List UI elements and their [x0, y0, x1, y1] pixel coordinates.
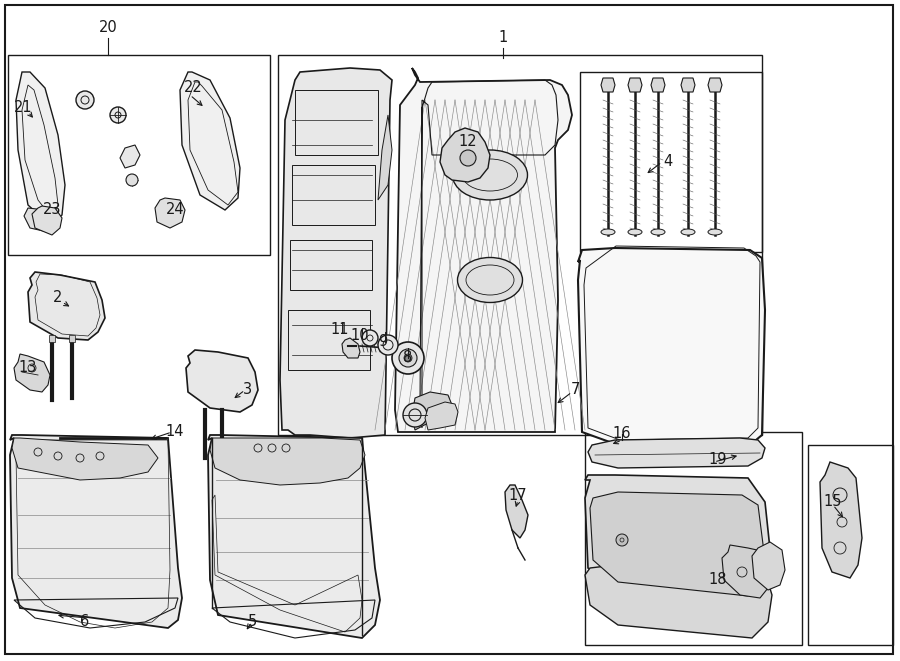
Polygon shape [708, 78, 722, 92]
Text: 6: 6 [80, 615, 90, 629]
Text: 2: 2 [53, 290, 63, 305]
Text: 9: 9 [378, 334, 388, 350]
Polygon shape [585, 475, 772, 608]
Polygon shape [681, 78, 695, 92]
Bar [290, 240, 372, 290]
Bar [49, 335, 55, 342]
Ellipse shape [651, 229, 665, 235]
Text: 12: 12 [459, 134, 477, 149]
Bar [292, 165, 375, 225]
Ellipse shape [681, 229, 695, 235]
Bar [69, 335, 75, 342]
Circle shape [399, 349, 417, 367]
Text: 17: 17 [508, 488, 527, 504]
Text: 15: 15 [824, 494, 842, 510]
Text: 13: 13 [19, 360, 37, 375]
Polygon shape [722, 545, 772, 598]
Circle shape [126, 174, 138, 186]
Ellipse shape [708, 229, 722, 235]
Text: 22: 22 [184, 81, 202, 95]
Ellipse shape [628, 229, 642, 235]
Text: 14: 14 [166, 424, 184, 440]
Bar [580, 72, 762, 252]
Polygon shape [425, 402, 458, 430]
Text: 16: 16 [613, 426, 631, 442]
Polygon shape [628, 78, 642, 92]
Circle shape [403, 403, 427, 427]
Text: 4: 4 [663, 155, 672, 169]
Text: 11: 11 [331, 323, 349, 338]
Polygon shape [590, 492, 765, 596]
Text: 18: 18 [709, 572, 727, 588]
Polygon shape [651, 78, 665, 92]
Bar [278, 55, 762, 435]
Polygon shape [378, 115, 392, 200]
Polygon shape [16, 72, 65, 225]
Ellipse shape [601, 229, 615, 235]
Polygon shape [342, 338, 360, 358]
Polygon shape [155, 198, 185, 228]
Polygon shape [505, 485, 528, 538]
Polygon shape [588, 438, 765, 468]
Polygon shape [24, 208, 52, 232]
Text: 24: 24 [166, 202, 184, 217]
Circle shape [404, 354, 412, 362]
Circle shape [378, 335, 398, 355]
Polygon shape [210, 438, 365, 485]
Text: 21: 21 [14, 100, 32, 116]
Circle shape [616, 534, 628, 546]
Text: 10: 10 [351, 329, 369, 344]
Polygon shape [10, 435, 182, 628]
Polygon shape [601, 78, 615, 92]
Bar [295, 90, 378, 155]
Polygon shape [585, 565, 772, 638]
Polygon shape [395, 68, 572, 432]
Text: 3: 3 [243, 383, 253, 397]
Ellipse shape [453, 150, 527, 200]
Polygon shape [752, 542, 785, 590]
Polygon shape [412, 392, 452, 430]
Text: 7: 7 [571, 383, 580, 397]
Polygon shape [440, 128, 490, 182]
Polygon shape [208, 435, 380, 638]
Circle shape [460, 150, 476, 166]
Text: 19: 19 [709, 453, 727, 467]
Polygon shape [14, 354, 50, 392]
Text: 5: 5 [248, 615, 256, 629]
Ellipse shape [457, 258, 523, 303]
Polygon shape [186, 350, 258, 412]
Polygon shape [578, 248, 765, 445]
Polygon shape [28, 272, 105, 340]
Text: 23: 23 [43, 202, 61, 217]
Polygon shape [180, 72, 240, 210]
Bar [8, 55, 270, 255]
Circle shape [110, 107, 126, 123]
Polygon shape [32, 206, 62, 235]
Bar [585, 432, 802, 645]
Polygon shape [280, 68, 392, 438]
Text: 8: 8 [403, 350, 412, 366]
Text: 1: 1 [499, 30, 508, 46]
Circle shape [392, 342, 424, 374]
Polygon shape [120, 145, 140, 168]
Text: 20: 20 [99, 20, 117, 36]
Circle shape [76, 91, 94, 109]
Circle shape [362, 330, 378, 346]
Bar [808, 445, 893, 645]
Polygon shape [820, 462, 862, 578]
Bar [288, 310, 370, 370]
Polygon shape [12, 438, 158, 480]
